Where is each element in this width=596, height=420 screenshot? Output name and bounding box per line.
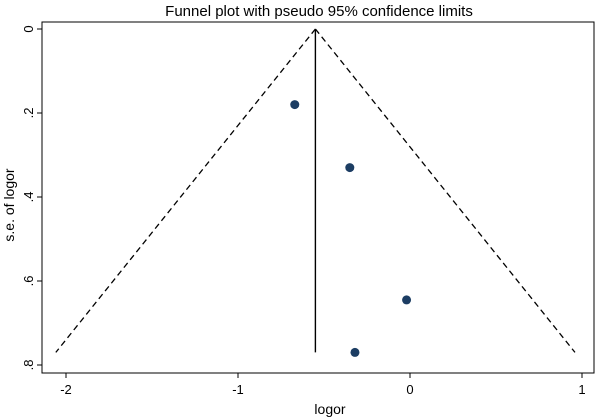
x-axis: -2 -1 0 1: [60, 373, 586, 397]
plot-frame: [41, 21, 595, 374]
y-tick-label: .2: [21, 108, 36, 119]
x-tick-label: -1: [232, 382, 244, 397]
y-tick-label: .6: [21, 276, 36, 287]
y-axis: 0 .2 .4 .6 .8: [21, 25, 42, 370]
x-tick-label: 0: [406, 382, 413, 397]
x-tick-label: -2: [60, 382, 72, 397]
chart-title: Funnel plot with pseudo 95% confidence l…: [165, 3, 473, 20]
y-tick-label: .4: [21, 192, 36, 203]
data-point-2: [345, 163, 355, 173]
y-tick-label: .8: [21, 360, 36, 371]
lower-confidence-limit-line: [55, 28, 316, 353]
data-point-1: [290, 100, 300, 110]
x-axis-label: logor: [314, 401, 345, 417]
upper-confidence-limit-line: [314, 28, 576, 353]
funnel-lines: [55, 28, 576, 353]
data-point-3: [402, 295, 412, 305]
y-tick-label: 0: [21, 25, 36, 32]
data-point-4: [350, 347, 360, 357]
x-tick-label: 1: [578, 382, 585, 397]
data-points: [290, 100, 412, 357]
y-axis-label: s.e. of logor: [1, 168, 17, 241]
